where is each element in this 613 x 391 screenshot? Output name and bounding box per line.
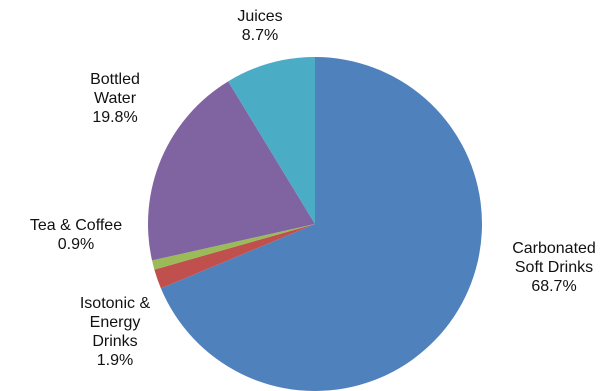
pie-slices bbox=[147, 57, 482, 391]
slice-label-isotonic-energy-drinks: Isotonic & Energy Drinks 1.9% bbox=[60, 294, 170, 370]
slice-value-label: 8.7% bbox=[241, 27, 279, 44]
pie-slice-tea-coffee bbox=[152, 224, 315, 270]
slice-label-line: Soft Drinks bbox=[514, 259, 594, 276]
slice-value-label: 0.9% bbox=[57, 236, 95, 253]
slice-value-label: 68.7% bbox=[531, 278, 577, 295]
slice-value-label: 19.8% bbox=[92, 109, 138, 126]
slice-label-line: Juices bbox=[237, 8, 283, 25]
pie-slice-bottled-water bbox=[147, 81, 315, 261]
slice-label-line: Isotonic & bbox=[79, 295, 151, 312]
slice-label-line: Water bbox=[93, 90, 137, 107]
pie-slice-carbonated-soft-drinks bbox=[160, 57, 482, 391]
slice-label-tea-coffee: Tea & Coffee 0.9% bbox=[5, 216, 147, 254]
slice-label-bottled-water: Bottled Water 19.8% bbox=[70, 70, 160, 127]
slice-label-carbonated-soft-drinks: Carbonated Soft Drinks 68.7% bbox=[495, 239, 613, 296]
slice-label-line: Energy bbox=[89, 314, 141, 331]
slice-value-label: 1.9% bbox=[96, 352, 134, 369]
slice-label-juices: Juices 8.7% bbox=[210, 7, 310, 45]
slice-label-line: Bottled bbox=[90, 71, 140, 88]
pie-slice-juices bbox=[228, 57, 315, 224]
pie-slice-isotonic-energy-drinks bbox=[154, 224, 315, 289]
slice-label-line: Carbonated bbox=[512, 240, 596, 257]
slice-label-line: Drinks bbox=[92, 333, 138, 350]
slice-label-line: Tea & Coffee bbox=[29, 217, 123, 234]
